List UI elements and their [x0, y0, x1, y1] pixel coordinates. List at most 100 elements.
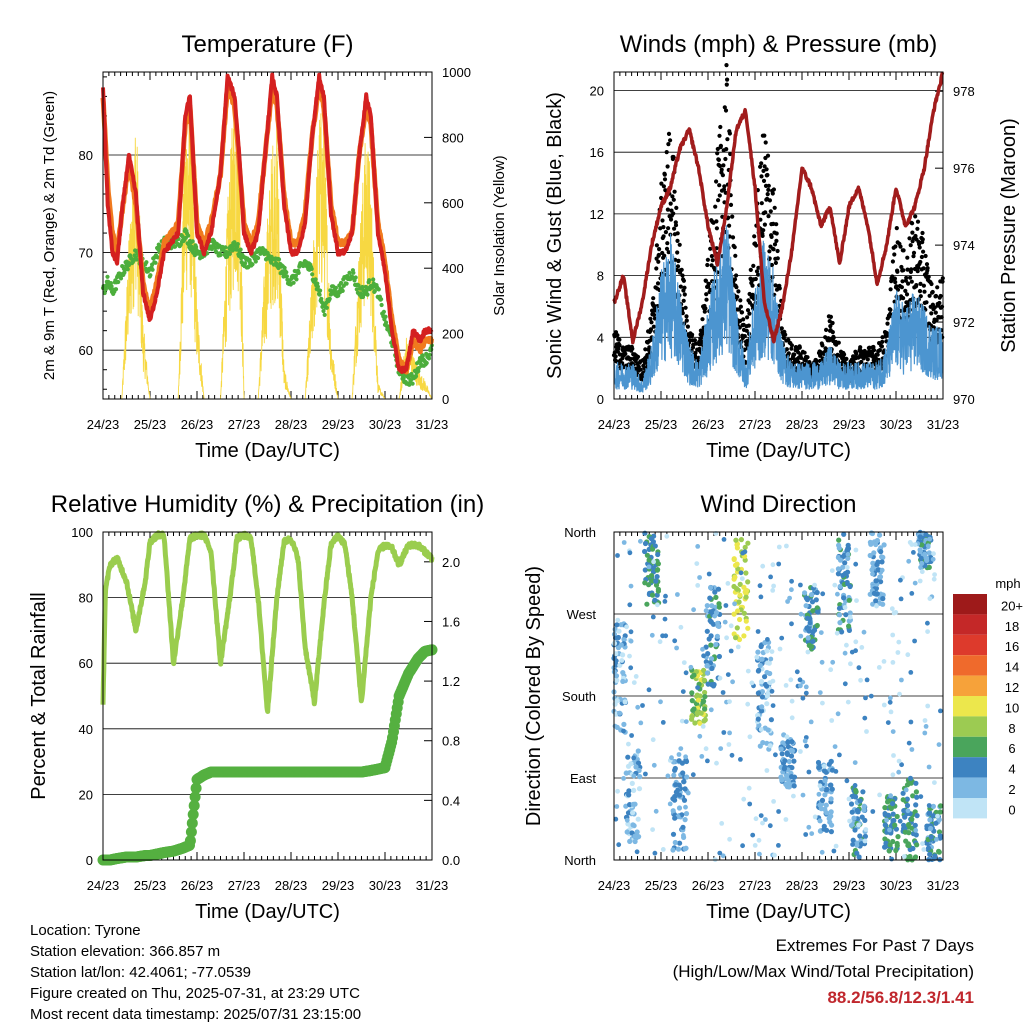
- direction-point: [834, 630, 840, 636]
- direction-point: [619, 658, 625, 663]
- direction-point: [787, 595, 792, 601]
- colorbar-label: 2: [1008, 782, 1015, 797]
- gust-point: [735, 294, 740, 299]
- direction-point: [909, 747, 915, 752]
- gust-point: [765, 172, 770, 178]
- direction-point: [634, 829, 640, 835]
- direction-point: [708, 656, 715, 662]
- recent-timestamp-text: Most recent data timestamp: 2025/07/31 2…: [30, 1006, 362, 1023]
- gust-point: [769, 234, 774, 239]
- pressure-line: [612, 71, 945, 345]
- direction-point: [910, 793, 916, 799]
- direction-point: [708, 585, 714, 591]
- direction-point: [757, 583, 763, 589]
- gust-point: [734, 273, 739, 278]
- direction-point: [938, 803, 944, 809]
- direction-point: [782, 758, 788, 764]
- direction-point: [648, 573, 655, 579]
- direction-point: [758, 727, 764, 732]
- direction-point: [758, 594, 764, 600]
- gust-point: [617, 337, 622, 342]
- direction-point: [665, 773, 671, 779]
- direction-point: [682, 817, 688, 823]
- direction-point: [705, 758, 710, 764]
- direction-point: [850, 842, 855, 847]
- direction-point: [624, 817, 630, 823]
- direction-point: [707, 618, 713, 624]
- gust-point: [913, 233, 918, 239]
- gust-point: [665, 207, 671, 212]
- x-axis-label: Time (Day/UTC): [195, 440, 340, 462]
- direction-point: [676, 805, 683, 811]
- direction-point: [718, 746, 724, 751]
- direction-point: [743, 594, 749, 600]
- direction-point: [931, 551, 936, 557]
- direction-point: [644, 601, 650, 607]
- y-right-tick-label: 1000: [442, 65, 471, 80]
- direction-point: [710, 621, 717, 627]
- gust-point: [658, 226, 663, 231]
- gust-point: [615, 333, 620, 338]
- direction-point: [857, 833, 863, 839]
- direction-point: [892, 822, 898, 828]
- direction-point: [620, 678, 626, 685]
- direction-point: [715, 586, 722, 592]
- direction-point: [614, 622, 620, 628]
- direction-point: [730, 679, 735, 685]
- dewpoint-point: [315, 284, 320, 289]
- direction-point: [755, 649, 761, 655]
- direction-point: [623, 770, 629, 776]
- direction-point: [759, 704, 765, 710]
- direction-point: [823, 769, 829, 775]
- direction-point: [802, 738, 808, 744]
- direction-point: [643, 771, 648, 777]
- dewpoint-point: [427, 352, 432, 357]
- dewpoint-point: [317, 292, 322, 297]
- direction-point: [844, 778, 850, 784]
- gust-point: [730, 214, 735, 219]
- gust-point: [772, 242, 778, 247]
- direction-point: [635, 760, 642, 766]
- direction-point: [767, 670, 773, 677]
- direction-point: [672, 767, 678, 773]
- direction-point: [913, 832, 919, 838]
- direction-point: [759, 689, 766, 695]
- direction-point: [716, 604, 723, 610]
- gust-point: [920, 237, 925, 242]
- direction-point: [676, 782, 682, 788]
- gust-point: [670, 194, 675, 199]
- direction-point: [921, 847, 927, 852]
- direction-point: [927, 596, 933, 601]
- direction-point: [777, 646, 783, 652]
- direction-point: [663, 593, 668, 599]
- gust-point: [760, 233, 765, 238]
- latlon-text: Station lat/lon: 42.4061; -77.0539: [30, 964, 252, 981]
- direction-point: [809, 592, 815, 598]
- colorbar-swatch: [953, 594, 987, 615]
- gust-point: [789, 346, 794, 351]
- direction-point: [695, 544, 701, 549]
- direction-point: [819, 797, 826, 804]
- gust-point: [690, 332, 695, 337]
- gust-point: [758, 164, 763, 169]
- direction-point: [642, 567, 648, 573]
- direction-point: [914, 813, 920, 819]
- direction-point: [934, 837, 939, 842]
- direction-point: [756, 837, 762, 843]
- direction-point: [938, 708, 943, 714]
- direction-point: [807, 620, 813, 626]
- x-tick-label: 25/23: [134, 878, 167, 893]
- plot-frame: [613, 531, 944, 861]
- direction-point: [771, 583, 776, 589]
- direction-point: [789, 578, 794, 584]
- direction-point: [759, 656, 765, 662]
- direction-point: [635, 704, 641, 710]
- gust-point: [661, 225, 666, 230]
- gust-point: [675, 238, 680, 243]
- gust-point: [767, 198, 773, 203]
- gust-point: [699, 333, 704, 338]
- direction-point: [937, 833, 943, 839]
- direction-point: [678, 624, 684, 630]
- direction-point: [737, 616, 743, 623]
- direction-point: [875, 559, 881, 565]
